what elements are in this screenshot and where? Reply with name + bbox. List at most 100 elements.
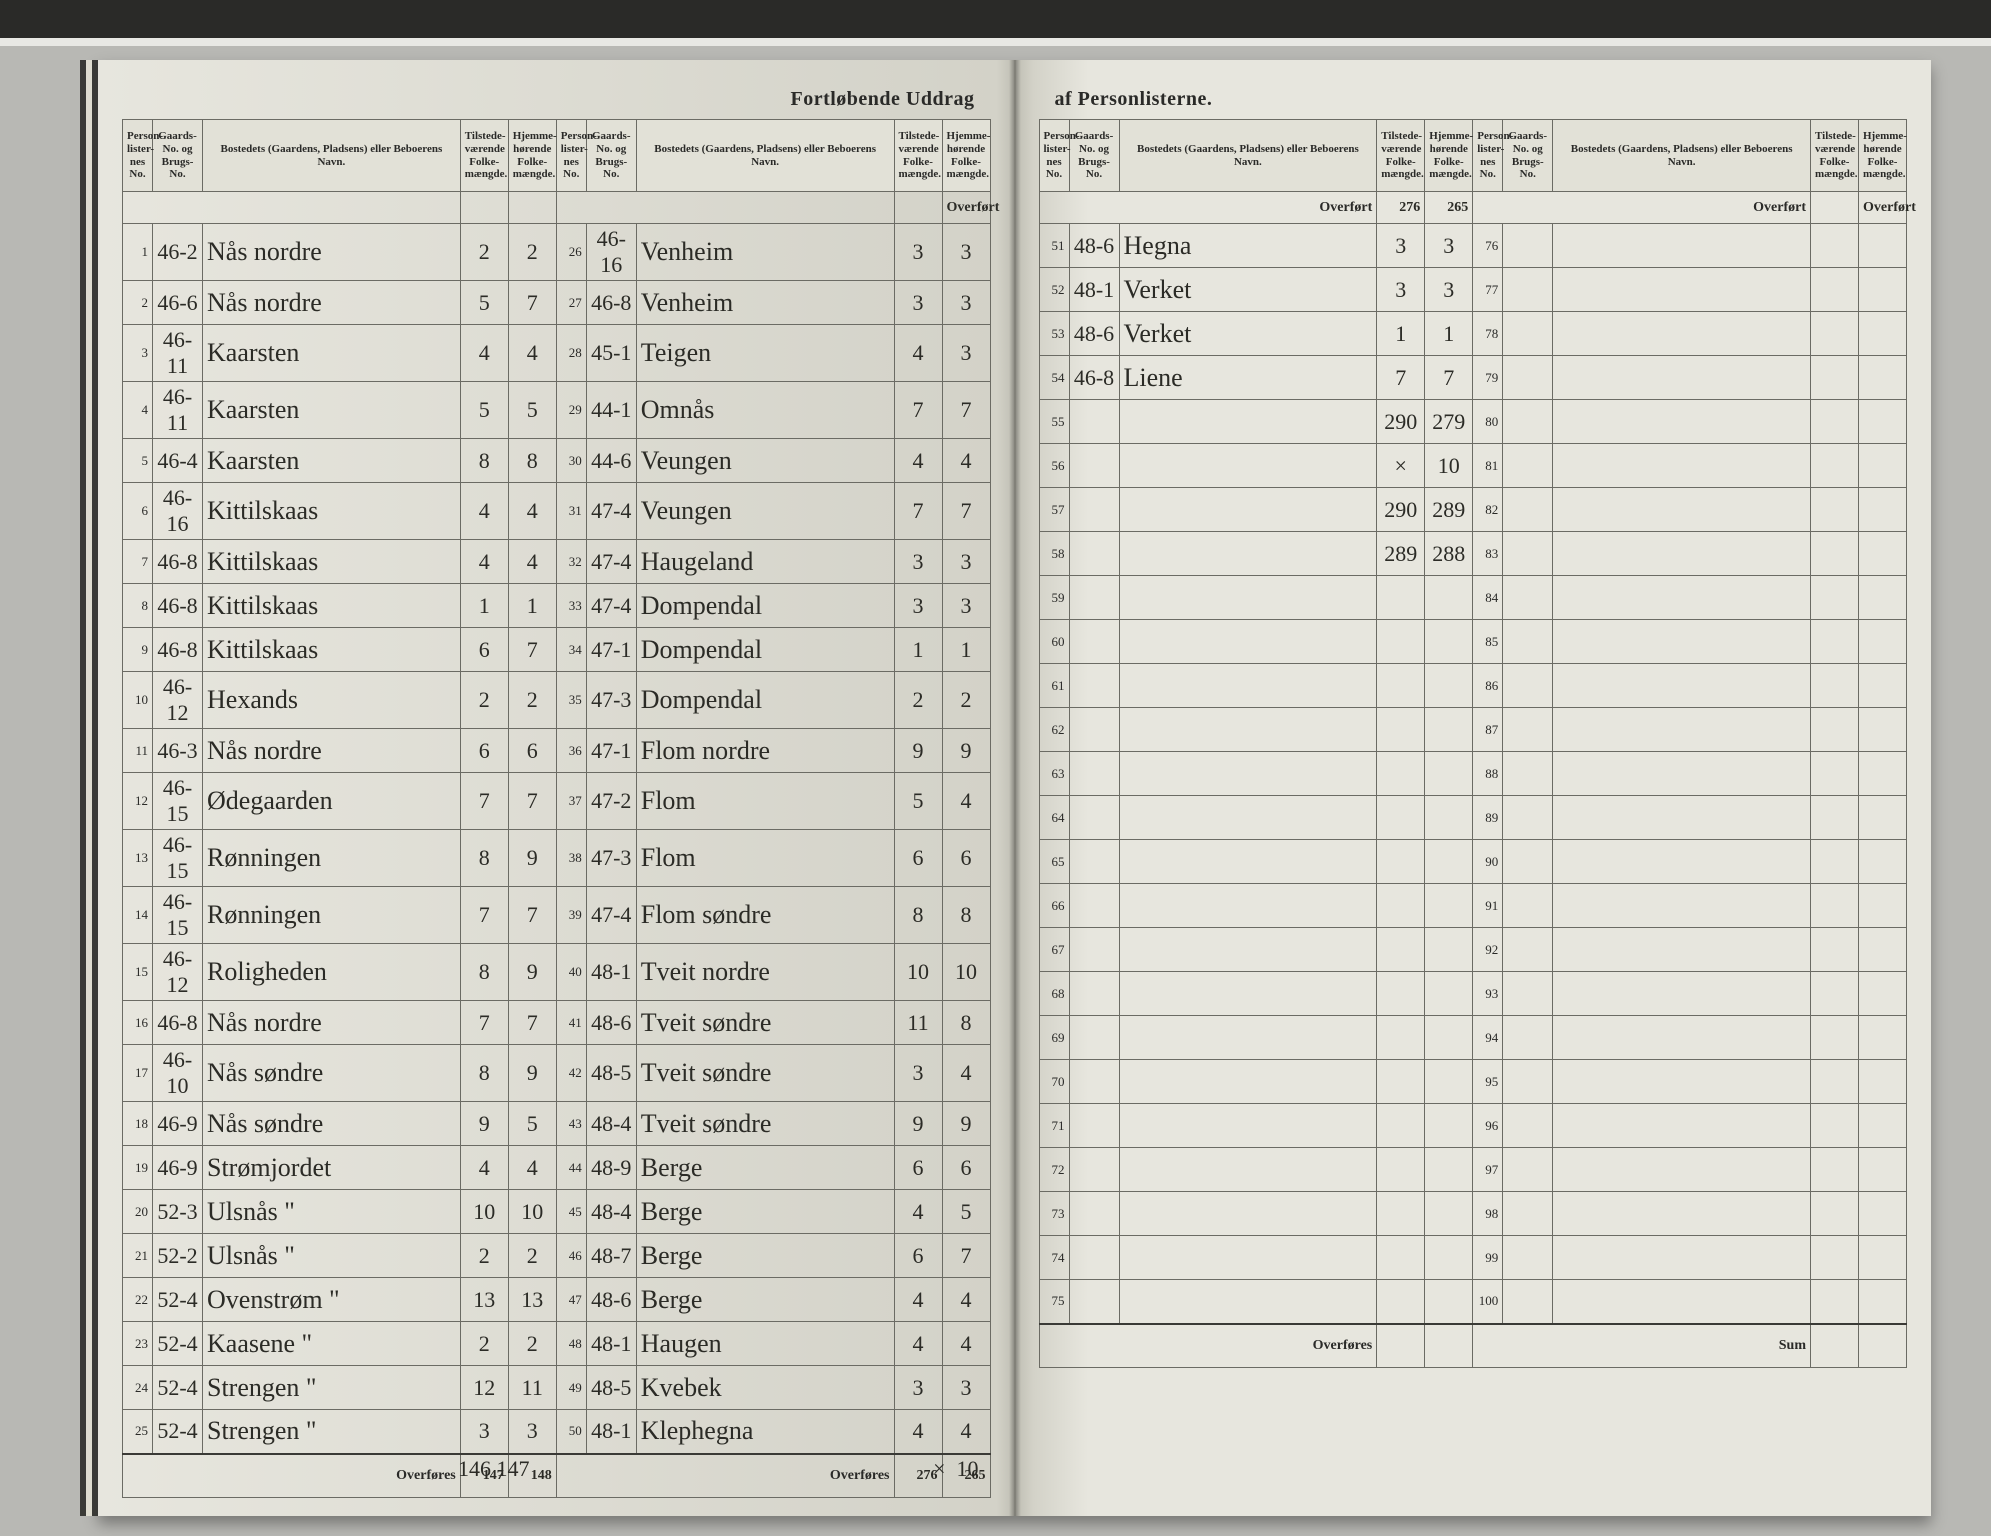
row-index: 45 <box>556 1190 586 1234</box>
hjemme: 9 <box>508 1045 556 1102</box>
row-index: 98 <box>1473 1192 1503 1236</box>
gaard-no <box>1503 1280 1553 1324</box>
row-index: 12 <box>123 773 153 830</box>
tilstede <box>1377 1192 1425 1236</box>
tilstede: 9 <box>894 729 942 773</box>
tilstede <box>1377 1236 1425 1280</box>
row-index: 48 <box>556 1322 586 1366</box>
row-index: 11 <box>123 729 153 773</box>
gaard-no <box>1503 928 1553 972</box>
hjemme <box>1425 752 1473 796</box>
row-index: 1 <box>123 224 153 281</box>
tilstede <box>1811 884 1859 928</box>
hjemme: 3 <box>1425 224 1473 268</box>
table-row: 1146-3Nås nordre663647-1Flom nordre99 <box>123 729 991 773</box>
row-index: 2 <box>123 281 153 325</box>
gaard-no: 46-9 <box>153 1102 203 1146</box>
blank: Overføres <box>556 1454 894 1498</box>
row-index: 68 <box>1039 972 1069 1016</box>
bosted-name <box>1553 884 1811 928</box>
gaard-no: 46-8 <box>153 584 203 628</box>
row-index: 7 <box>123 540 153 584</box>
table-row: 1946-9Strømjordet444448-9Berge66 <box>123 1146 991 1190</box>
carry-in-row: Overført <box>123 192 991 224</box>
row-index: 47 <box>556 1278 586 1322</box>
tilstede: 7 <box>460 887 508 944</box>
hjemme: 7 <box>508 628 556 672</box>
table-row: 2052-3Ulsnås "10104548-4Berge45 <box>123 1190 991 1234</box>
carry-t <box>460 192 508 224</box>
page-left: Fortløbende Uddrag Person-lister-nes No.… <box>98 60 1015 1516</box>
gaard-no: 46-8 <box>153 628 203 672</box>
tilstede: 3 <box>460 1410 508 1454</box>
hjemme: 7 <box>508 773 556 830</box>
tilstede: 3 <box>1377 224 1425 268</box>
row-index: 8 <box>123 584 153 628</box>
hjemme: 7 <box>508 281 556 325</box>
hjemme: 9 <box>942 729 990 773</box>
row-index: 37 <box>556 773 586 830</box>
carry-out-row: OverføresSum <box>1039 1324 1907 1368</box>
tilstede: 5 <box>460 281 508 325</box>
hjemme <box>1859 664 1907 708</box>
gaard-no: 46-6 <box>153 281 203 325</box>
row-index: 28 <box>556 325 586 382</box>
hjemme <box>1425 840 1473 884</box>
page-right: af Personlisterne. Person-lister-nes No.… <box>1015 60 1932 1516</box>
header-row: Person-lister-nes No. Gaards-No. og Brug… <box>123 120 991 192</box>
tilstede: 3 <box>894 584 942 628</box>
hjemme <box>1859 400 1907 444</box>
gaard-no <box>1069 840 1119 884</box>
row-index: 39 <box>556 887 586 944</box>
tilstede: 13 <box>460 1278 508 1322</box>
bosted-name: Dompendal <box>636 672 894 729</box>
table-row: 6893 <box>1039 972 1907 1016</box>
hdr-hjem: Hjemme-hørende Folke-mængde. <box>942 120 990 192</box>
tilstede: 4 <box>894 1410 942 1454</box>
tilstede: 3 <box>894 281 942 325</box>
row-index: 63 <box>1039 752 1069 796</box>
table-row: 5729028982 <box>1039 488 1907 532</box>
row-index: 26 <box>556 224 586 281</box>
hjemme <box>1425 576 1473 620</box>
row-index: 52 <box>1039 268 1069 312</box>
hjemme: 3 <box>942 224 990 281</box>
hjemme: 4 <box>508 483 556 540</box>
tilstede: 7 <box>460 773 508 830</box>
gaard-no: 44-6 <box>586 439 636 483</box>
table-row: 646-16Kittilskaas443147-4Veungen77 <box>123 483 991 540</box>
table-row: 6792 <box>1039 928 1907 972</box>
sum-h <box>1859 1324 1907 1368</box>
row-index: 94 <box>1473 1016 1503 1060</box>
hjemme: 4 <box>942 439 990 483</box>
tilstede: 2 <box>460 672 508 729</box>
row-index: 30 <box>556 439 586 483</box>
row-index: 31 <box>556 483 586 540</box>
hdr-idx: Person-lister-nes No. <box>123 120 153 192</box>
gaard-no <box>1503 356 1553 400</box>
bosted-name: Nås nordre <box>203 224 461 281</box>
table-row: 56×1081 <box>1039 444 1907 488</box>
bosted-name: Haugeland <box>636 540 894 584</box>
table-row: 6691 <box>1039 884 1907 928</box>
blank <box>556 192 894 224</box>
bosted-name: Strømjordet <box>203 1146 461 1190</box>
hdr-hjem: Hjemme-hørende Folke-mængde. <box>1859 120 1907 192</box>
ledger-book: Fortløbende Uddrag Person-lister-nes No.… <box>98 60 1931 1516</box>
gaard-no: 46-4 <box>153 439 203 483</box>
hjemme: 289 <box>1425 488 1473 532</box>
hjemme: 3 <box>942 325 990 382</box>
gaard-no: 46-15 <box>153 773 203 830</box>
row-index: 79 <box>1473 356 1503 400</box>
bosted-name: Berge <box>636 1234 894 1278</box>
bosted-name <box>1119 884 1377 928</box>
row-index: 44 <box>556 1146 586 1190</box>
tilstede: 7 <box>894 483 942 540</box>
hjemme: 1 <box>1425 312 1473 356</box>
bosted-name <box>1119 1192 1377 1236</box>
gaard-no: 46-12 <box>153 944 203 1001</box>
gaard-no: 48-6 <box>1069 312 1119 356</box>
bosted-name: Ulsnås " <box>203 1190 461 1234</box>
hjemme: 4 <box>942 1410 990 1454</box>
row-index: 97 <box>1473 1148 1503 1192</box>
